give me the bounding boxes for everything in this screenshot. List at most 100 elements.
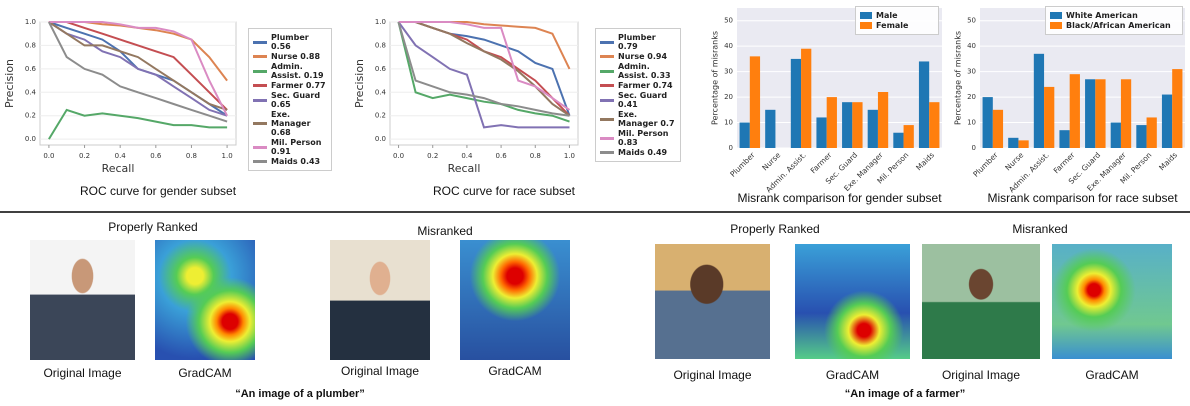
x-tick-label: Farmer — [1052, 150, 1078, 176]
photo — [795, 244, 910, 359]
x-tick-label: 1.0 — [564, 152, 575, 160]
bar — [827, 97, 837, 148]
legend-swatch — [600, 99, 614, 102]
group-title: Misranked — [1012, 222, 1067, 236]
legend-swatch — [253, 55, 267, 58]
y-tick-label: 0.4 — [25, 88, 37, 96]
legend-swatch — [860, 12, 872, 19]
legend-swatch — [253, 122, 267, 125]
y-tick-label: 40 — [967, 42, 976, 50]
legend-label: Plumber 0.79 — [618, 33, 676, 51]
y-axis-label: Precision — [3, 59, 16, 108]
photo — [460, 240, 570, 360]
legend-label: Exe. Manager 0.68 — [271, 110, 327, 137]
legend-label: Maids 0.49 — [618, 148, 667, 157]
y-tick-label: 0.0 — [25, 135, 36, 143]
y-axis-label: Precision — [353, 59, 366, 108]
legend-entry: Nurse 0.88 — [253, 52, 327, 61]
photo — [155, 240, 255, 360]
legend-label: White American — [1066, 11, 1138, 20]
legend-label: Maids 0.43 — [271, 157, 320, 166]
bar — [868, 110, 878, 148]
legend-entry: Mil. Person 0.91 — [253, 138, 327, 156]
x-tick-label: 0.2 — [79, 152, 90, 160]
legend-entry: Exe. Manager 0.7 — [600, 110, 676, 128]
bar — [816, 117, 826, 148]
y-tick-label: 1.0 — [25, 18, 36, 26]
bar — [983, 97, 993, 148]
bar — [929, 102, 939, 148]
y-tick-label: 20 — [967, 93, 976, 101]
x-axis-label: Recall — [102, 162, 135, 175]
legend: White AmericanBlack/African American — [1045, 6, 1183, 35]
bar — [878, 92, 888, 148]
bar — [1121, 79, 1131, 148]
image-caption: Original Image — [341, 364, 419, 378]
x-tick-label: Maids — [1157, 150, 1179, 172]
x-tick-label: Nurse — [760, 150, 782, 172]
image-caption: GradCAM — [178, 366, 231, 380]
x-tick-label: Plumber — [971, 150, 1000, 179]
bar — [893, 133, 903, 148]
group-title: Properly Ranked — [108, 220, 197, 234]
image-caption: GradCAM — [826, 368, 879, 382]
legend-swatch — [253, 70, 267, 73]
y-tick-label: 0.2 — [375, 112, 386, 120]
photo — [655, 244, 770, 359]
y-axis-label: Percentage of misranks — [711, 31, 720, 125]
legend-entry: Sec. Guard 0.65 — [253, 91, 327, 109]
image-caption: Original Image — [942, 368, 1020, 382]
legend-label: Female — [876, 21, 908, 30]
example-caption: “An image of a plumber” — [235, 388, 365, 400]
x-tick-label: 0.0 — [43, 152, 54, 160]
legend-swatch — [600, 41, 614, 44]
legend-entry: Black/African American — [1050, 21, 1178, 30]
x-tick-label: 0.8 — [530, 152, 541, 160]
legend-entry: Maids 0.49 — [600, 148, 676, 157]
legend-entry: Admin. Assist. 0.19 — [253, 62, 327, 80]
y-tick-label: 20 — [724, 93, 733, 101]
group-title: Properly Ranked — [730, 222, 819, 236]
bar — [1044, 87, 1054, 148]
legend-swatch — [600, 84, 614, 87]
bar — [791, 59, 801, 148]
photo — [922, 244, 1040, 359]
bar — [750, 56, 760, 148]
y-tick-label: 0.6 — [25, 65, 37, 73]
legend-swatch — [253, 99, 267, 102]
legend-entry: Sec. Guard 0.41 — [600, 91, 676, 109]
figure: 0.00.20.40.60.81.0PrecisionROC curve for… — [0, 0, 1190, 406]
y-tick-label: 0.2 — [25, 112, 36, 120]
legend-label: Admin. Assist. 0.19 — [271, 62, 327, 80]
x-tick-label: 0.8 — [186, 152, 197, 160]
legend-label: Sec. Guard 0.65 — [271, 91, 327, 109]
photo — [1052, 244, 1172, 359]
legend-entry: Male — [860, 11, 934, 20]
bar — [765, 110, 775, 148]
y-tick-label: 0.8 — [25, 41, 36, 49]
legend-label: Farmer 0.77 — [271, 81, 326, 90]
bar — [1085, 79, 1095, 148]
y-tick-label: 1.0 — [375, 18, 386, 26]
x-tick-label: 1.0 — [222, 152, 233, 160]
x-tick-label: 0.4 — [115, 152, 127, 160]
legend-swatch — [860, 22, 872, 29]
legend-swatch — [1050, 22, 1062, 29]
x-tick-label: 0.6 — [150, 152, 162, 160]
bar — [904, 125, 914, 148]
chart-panel: 0.00.20.40.60.81.0PrecisionROC curve for… — [3, 18, 237, 198]
bar — [1008, 138, 1018, 148]
image-caption: GradCAM — [1085, 368, 1138, 382]
x-tick-label: Plumber — [728, 150, 757, 179]
y-tick-label: 10 — [967, 119, 976, 127]
image-caption: Original Image — [673, 368, 751, 382]
image-caption: Original Image — [43, 366, 121, 380]
y-tick-label: 0.6 — [375, 65, 387, 73]
y-tick-label: 50 — [967, 17, 976, 25]
legend-label: Mil. Person 0.91 — [271, 138, 327, 156]
legend-entry: Admin. Assist. 0.33 — [600, 62, 676, 80]
